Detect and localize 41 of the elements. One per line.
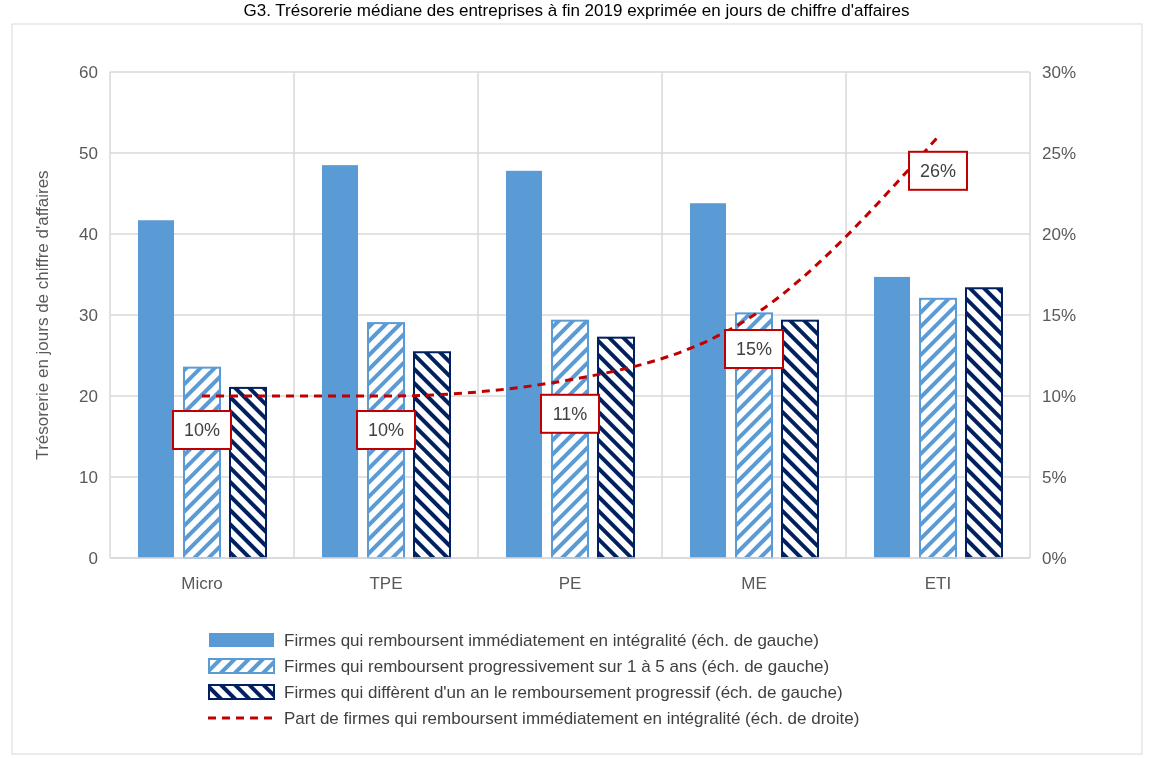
bar [322, 165, 358, 558]
y2-tick-label: 10% [1042, 386, 1077, 406]
bar [597, 336, 635, 559]
chart-title: G3. Trésorerie médiane des entreprises à fin 2019 exprimée en jours de chiffre d'affaires [243, 1, 910, 20]
y-tick-label: 30 [79, 305, 98, 325]
y2-tick-label: 25% [1042, 143, 1077, 163]
y-tick-label: 60 [79, 62, 98, 82]
y-tick-label: 50 [79, 143, 98, 163]
bar [690, 203, 726, 558]
y-tick-label: 0 [88, 548, 98, 568]
x-tick-label: ME [741, 574, 767, 593]
legend-label: Firmes qui diffèrent d'un an le remboursement progressif (éch. de gauche) [284, 682, 843, 702]
data-label: 10% [367, 420, 405, 441]
bar [781, 319, 819, 559]
legend-label: Firmes qui remboursent progressivement sur 1 à 5 ans (éch. de gauche) [284, 656, 830, 676]
bar [965, 287, 1003, 559]
y-axis-title: Trésorerie en jours de chiffre d'affaires [33, 170, 52, 460]
y2-tick-label: 5% [1042, 467, 1067, 487]
x-tick-label: ETI [924, 574, 952, 593]
x-tick-label: Micro [181, 574, 223, 593]
y2-tick-label: 0% [1042, 548, 1067, 568]
bar [874, 276, 910, 558]
y2-tick-label: 20% [1042, 224, 1077, 244]
y2-tick-label: 30% [1042, 62, 1077, 82]
y-tick-label: 10 [79, 467, 98, 487]
bar [229, 386, 267, 559]
legend-label: Part de firmes qui remboursent immédiatement en intégralité (éch. de droite) [284, 708, 860, 728]
bar [506, 170, 542, 558]
bar [413, 351, 451, 559]
y2-tick-label: 15% [1042, 305, 1077, 325]
y-tick-label: 40 [79, 224, 98, 244]
bar [138, 220, 174, 558]
data-label: 26% [919, 161, 957, 182]
data-label: 10% [183, 420, 221, 441]
x-tick-label: TPE [369, 574, 403, 593]
bar [919, 297, 957, 559]
x-tick-label: PE [558, 574, 582, 593]
y-tick-label: 20 [79, 386, 98, 406]
data-label: 15% [735, 339, 773, 360]
legend-label: Firmes qui remboursent immédiatement en intégralité (éch. de gauche) [284, 630, 819, 650]
data-label: 11% [552, 404, 588, 425]
